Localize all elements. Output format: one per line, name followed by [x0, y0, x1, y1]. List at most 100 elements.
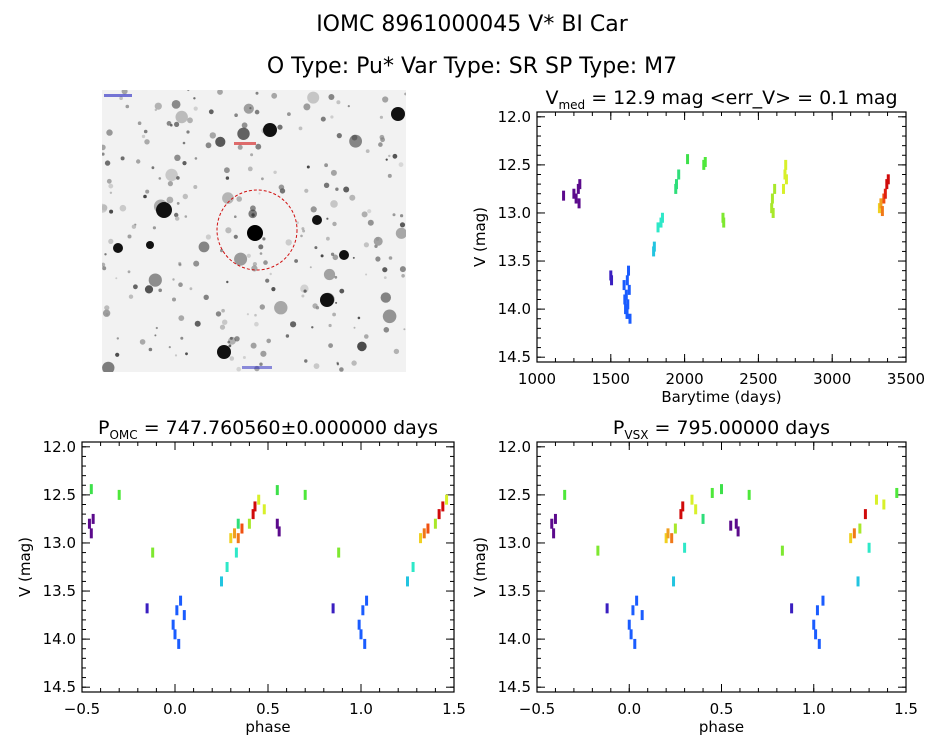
finder-star — [198, 241, 210, 253]
finder-star — [125, 104, 130, 109]
finder-star — [326, 217, 329, 220]
data-point — [359, 629, 363, 640]
finder-star — [383, 276, 387, 279]
finder-star — [254, 313, 257, 317]
data-point — [734, 518, 738, 529]
y-tick-label: 14.0 — [498, 300, 531, 318]
finder-star — [398, 162, 404, 167]
finder-star — [102, 262, 106, 267]
finder-star — [285, 334, 290, 338]
finder-star — [255, 91, 259, 95]
data-point — [627, 265, 631, 276]
finder-star — [259, 362, 263, 366]
data-point — [673, 523, 677, 534]
finder-bright-star — [217, 345, 231, 359]
finder-bright-star — [113, 243, 123, 253]
finder-star — [234, 215, 237, 218]
finder-star — [392, 213, 396, 217]
finder-star — [314, 246, 318, 250]
finder-star — [167, 181, 173, 187]
finder-star — [328, 343, 333, 348]
finder-bright-star — [339, 250, 349, 260]
data-point — [814, 629, 818, 640]
plot-frame — [81, 441, 455, 693]
finder-star — [141, 134, 146, 139]
finder-star — [109, 209, 114, 214]
finder-star — [254, 321, 259, 327]
finder-star — [193, 185, 198, 189]
data-point — [562, 190, 566, 201]
x-tick-label: −0.5 — [519, 700, 555, 718]
data-point — [257, 494, 261, 505]
y-tick-label: 14.5 — [43, 678, 76, 696]
finder-star — [178, 315, 185, 321]
finder-star — [328, 94, 335, 100]
finder-star — [259, 252, 263, 255]
data-point — [821, 595, 825, 606]
finder-star — [194, 157, 198, 160]
finder-star — [128, 294, 134, 299]
finder-star — [258, 244, 264, 250]
finder-star — [193, 260, 200, 267]
data-point — [220, 576, 223, 587]
finder-star — [174, 121, 180, 127]
finder-star — [158, 288, 162, 293]
finder-star — [246, 313, 249, 316]
finder-star — [182, 193, 188, 200]
finder-star — [400, 214, 404, 218]
finder-star — [185, 352, 188, 356]
finder-bright-star — [312, 215, 322, 225]
x-tick-label: 0.0 — [617, 700, 641, 718]
finder-star — [172, 278, 175, 281]
x-tick-label: 0.0 — [163, 700, 187, 718]
finder-star — [137, 121, 142, 125]
data-point — [426, 523, 430, 534]
data-point — [879, 198, 883, 209]
finder-star — [221, 308, 225, 313]
finder-star — [363, 242, 369, 248]
data-point — [357, 619, 361, 630]
finder-star — [222, 192, 234, 204]
finder-star — [154, 334, 157, 337]
x-tick-label: 3000 — [813, 370, 851, 388]
finder-star — [250, 205, 256, 212]
data-point — [363, 638, 367, 649]
data-point — [874, 494, 878, 505]
finder-star — [145, 189, 150, 194]
finder-label-bottom — [242, 366, 272, 369]
chart-panel-bottom-right: PVSX = 795.00000 days −0.5 0.0 0.5 1.0 1.5 12.… — [471, 417, 918, 736]
finder-star — [233, 234, 238, 239]
data-point — [262, 504, 266, 515]
data-point — [572, 188, 576, 199]
finder-star — [209, 132, 216, 139]
finder-bright-star — [146, 241, 154, 249]
finder-star — [187, 90, 190, 92]
finder-star — [234, 336, 240, 342]
finder-star — [380, 292, 391, 303]
finder-star — [225, 227, 232, 234]
finder-star — [143, 129, 148, 134]
finder-star — [250, 342, 257, 349]
finder-star — [102, 203, 108, 213]
finder-star — [165, 168, 178, 182]
main-title: IOMC 8961000045 V* BI Car — [316, 12, 628, 37]
data-point — [275, 518, 279, 529]
finder-star — [399, 266, 406, 273]
finder-star — [104, 305, 110, 311]
data-point — [596, 545, 600, 556]
finder-star — [326, 236, 330, 241]
chart-panel-bottom-left: POMC = 747.760560±0.000000 days −0.5 0.0 0.… — [16, 417, 466, 736]
finder-star — [205, 234, 211, 240]
data-point — [625, 308, 629, 319]
finder-star — [171, 100, 181, 109]
finder-star — [259, 304, 265, 310]
finder-star — [310, 206, 317, 213]
finder-star — [127, 234, 132, 239]
finder-star — [388, 154, 391, 158]
finder-star — [271, 287, 276, 292]
finder-star — [133, 284, 138, 290]
data-point — [771, 207, 775, 218]
data-point — [773, 183, 777, 194]
finder-star — [343, 186, 350, 193]
finder-bright-star — [320, 293, 334, 307]
